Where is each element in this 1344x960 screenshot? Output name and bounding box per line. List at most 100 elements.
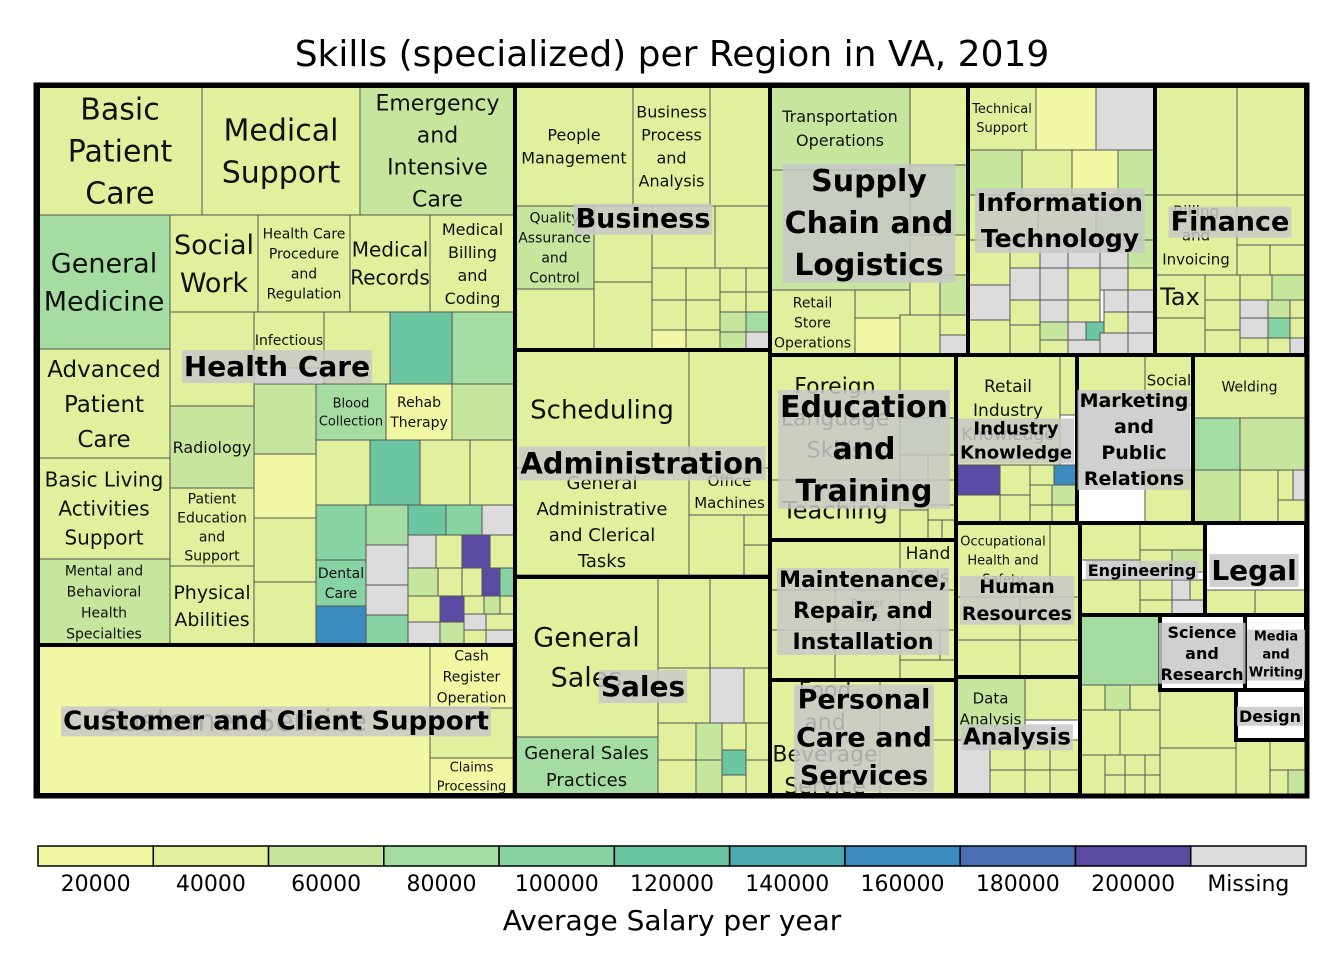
tile-87 xyxy=(854,289,911,319)
cell-label-emergency-and-intensive-care: Emergency and Intensive Care xyxy=(375,91,499,212)
treemap-frame xyxy=(33,82,1310,799)
tile-25 xyxy=(437,567,463,597)
tile-40 xyxy=(463,629,487,646)
tile-23 xyxy=(365,584,409,616)
tile-186 xyxy=(899,659,957,681)
tile-130 xyxy=(1236,85,1307,196)
tile-31 xyxy=(407,595,441,623)
tile-emergency-and-intensive-care xyxy=(359,85,516,216)
tile-43 xyxy=(709,85,771,207)
tile-transportation-operations xyxy=(769,85,911,171)
tile-17 xyxy=(481,504,516,536)
tile-59 xyxy=(719,311,747,333)
tile-231 xyxy=(1269,769,1289,796)
tile-92 xyxy=(1035,85,1097,151)
group-label-personal-care-and-services: Personal Care and Services xyxy=(794,684,934,792)
tile-53 xyxy=(719,291,747,313)
tile-20 xyxy=(435,534,463,569)
tile-5 xyxy=(451,383,516,441)
tile-160 xyxy=(955,464,1001,496)
cell-label-medical-billing-and-coding: Medical Billing and Coding xyxy=(442,220,503,308)
svg-text:Health Care: Health Care xyxy=(184,350,370,383)
tile-226 xyxy=(1144,774,1161,796)
tile-198 xyxy=(1171,579,1191,601)
tile-basic-living-activities-support xyxy=(37,457,171,560)
tile-212 xyxy=(1024,769,1051,796)
cell-label-rehab-therapy: Rehab Therapy xyxy=(389,395,448,431)
colorbar-segment-7 xyxy=(844,845,961,867)
group-label-administration: Administration xyxy=(518,446,766,481)
cell-label-quality-assurance-and-control: Quality Assurance and Control xyxy=(518,211,591,287)
group-label-customer-and-client-support: Customer and Client Support xyxy=(61,706,491,737)
tile-3 xyxy=(451,311,516,385)
tile-technical-support xyxy=(967,85,1037,151)
tile-132 xyxy=(1236,244,1271,276)
tile-medical-support xyxy=(201,85,361,216)
cell-label-general-medicine: General Medicine xyxy=(44,249,165,318)
group-label-maintenance-repair-and-installation: Maintenance, Repair, and Installation xyxy=(777,567,949,655)
tile-144 xyxy=(1267,317,1291,339)
tile-125 xyxy=(1039,339,1069,356)
tile-196 xyxy=(1079,579,1141,616)
tile-54 xyxy=(745,291,771,313)
tile-228 xyxy=(1159,747,1237,796)
tile-rehab-therapy xyxy=(385,383,453,441)
colorbar-tick-160000: 160000 xyxy=(861,872,945,897)
colorbar-segment-4 xyxy=(498,845,616,867)
tile-220 xyxy=(1079,754,1106,796)
tile-49 xyxy=(651,267,687,301)
tile-radiology xyxy=(169,405,255,489)
tile-190 xyxy=(955,639,1021,678)
tile-13 xyxy=(315,504,367,561)
tile-168 xyxy=(1029,504,1053,524)
tile-121 xyxy=(1103,289,1129,313)
tile-177 xyxy=(1292,469,1307,501)
tile-176 xyxy=(1277,469,1294,501)
group-label-finance: Finance xyxy=(1168,206,1292,238)
tile-142 xyxy=(1204,329,1241,356)
tile-30 xyxy=(365,614,409,646)
tile-14 xyxy=(365,504,409,546)
cell-label-retail-store-operations: Retail Store Operations xyxy=(774,296,851,352)
tile-16 xyxy=(445,504,483,536)
tile-health-care-procedure-and-regulation xyxy=(257,214,351,313)
tile-127 xyxy=(1099,332,1129,356)
tile-29 xyxy=(315,605,367,646)
tile-47 xyxy=(514,288,595,351)
tile-10 xyxy=(469,439,516,506)
colorbar-tick-80000: 80000 xyxy=(406,872,476,897)
tile-21 xyxy=(461,534,491,569)
colorbar-segment-1 xyxy=(152,845,270,867)
tile-claims-processing xyxy=(429,757,514,796)
tile-148 xyxy=(1289,337,1307,356)
svg-text:Customer and Client Support: Customer and Client Support xyxy=(63,706,489,736)
tile-77 xyxy=(695,759,723,796)
tile-118 xyxy=(1039,321,1069,341)
tile-4 xyxy=(253,383,317,455)
tile-126 xyxy=(1067,339,1101,356)
chart-title: Skills (specialized) per Region in VA, 2… xyxy=(295,34,1050,75)
tile-200 xyxy=(1139,599,1173,616)
tile-37 xyxy=(439,621,465,646)
tile-230 xyxy=(1269,739,1307,771)
svg-text:Sales: Sales xyxy=(601,670,685,703)
group-labels: Customer and Client Support Health Care Bu… xyxy=(61,163,1306,792)
svg-text:Analysis: Analysis xyxy=(963,724,1071,750)
tile-26 xyxy=(461,567,483,597)
tile-140 xyxy=(1267,299,1291,319)
tile-141 xyxy=(1289,299,1307,319)
tile-191 xyxy=(1019,639,1081,678)
tile-211 xyxy=(989,769,1026,796)
colorbar-tick-180000: 180000 xyxy=(976,872,1060,897)
tile-65 xyxy=(743,514,771,546)
tile-159 xyxy=(1059,354,1078,416)
cell-label-social: Social xyxy=(1147,371,1191,389)
colorbar-tick-40000: 40000 xyxy=(176,872,246,897)
tile-219 xyxy=(1119,709,1161,756)
tile-203 xyxy=(1254,589,1307,616)
tile-56 xyxy=(651,329,687,351)
